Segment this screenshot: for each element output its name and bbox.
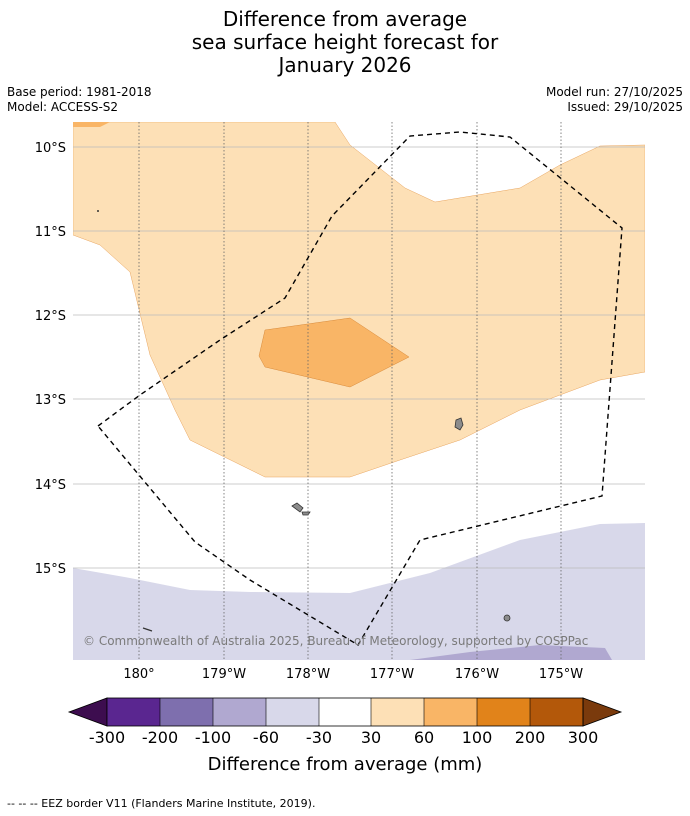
model-run: Model run: 27/10/2025	[545, 85, 683, 99]
colorbar-bin-7	[424, 698, 477, 726]
colorbar-bin-9	[530, 698, 583, 726]
latitude-labels: 10°S 11°S 12°S 13°S 14°S 15°S	[35, 141, 66, 577]
anomaly-region-60-100	[258, 317, 410, 388]
island-wallis	[291, 502, 304, 513]
lat-label-13s: 13°S	[35, 393, 66, 408]
island-dot	[97, 210, 99, 212]
lon-label-180: 180°	[123, 667, 154, 682]
lon-label-179w: 179°W	[202, 667, 246, 682]
lon-label-178w: 178°W	[286, 667, 330, 682]
anomaly-region-60-100-corner	[73, 122, 110, 127]
colorbar-bin-8	[477, 698, 530, 726]
base-period: Base period: 1981-2018	[7, 85, 152, 99]
eez-legend-note: -- -- -- EEZ border V11 (Flanders Marine…	[7, 797, 316, 810]
map-area: © Commonwealth of Australia 2025, Bureau…	[73, 122, 645, 660]
title-line-2: sea surface height forecast for	[191, 30, 499, 54]
colorbar-tick-100: 100	[462, 728, 493, 747]
colorbar-bin-2	[160, 698, 213, 726]
colorbar: -300 -200 -100 -60 -30 30 60 100 200 300…	[67, 697, 623, 775]
lon-label-177w: 177°W	[370, 667, 414, 682]
colorbar-tick-neg60: -60	[253, 728, 279, 747]
issued-date: Issued: 29/10/2025	[567, 100, 683, 114]
chart-title: Difference from average sea surface heig…	[0, 8, 690, 77]
lon-label-176w: 176°W	[455, 667, 499, 682]
model-name: Model: ACCESS-S2	[7, 100, 119, 114]
colorbar-tick-neg100: -100	[195, 728, 231, 747]
colorbar-bin-5	[319, 698, 371, 726]
colorbar-bin-3	[213, 698, 266, 726]
colorbar-bin-6	[371, 698, 424, 726]
colorbar-title: Difference from average (mm)	[208, 754, 483, 775]
title-line-1: Difference from average	[222, 7, 468, 31]
title-line-3: January 2026	[278, 53, 412, 77]
lat-label-14s: 14°S	[35, 478, 66, 493]
lat-label-11s: 11°S	[35, 225, 66, 240]
longitude-labels: 180° 179°W 178°W 177°W 176°W 175°W	[123, 667, 583, 682]
anomaly-region-neg-30-60	[73, 523, 645, 660]
colorbar-tick-neg300: -300	[89, 728, 125, 747]
colorbar-tick-60: 60	[414, 728, 434, 747]
colorbar-extend-high	[582, 697, 623, 727]
colorbar-tick-30: 30	[361, 728, 381, 747]
colorbar-bin-1	[107, 698, 160, 726]
longitude-gridlines	[138, 122, 562, 660]
lon-label-175w: 175°W	[539, 667, 583, 682]
colorbar-frame	[106, 697, 584, 727]
latitude-gridlines	[73, 146, 645, 569]
colorbar-tick-200: 200	[515, 728, 546, 747]
colorbar-tick-300: 300	[568, 728, 599, 747]
colorbar-extend-low	[67, 697, 108, 727]
island-tokelau	[454, 417, 464, 431]
lat-label-12s: 12°S	[35, 309, 66, 324]
island-small-west	[142, 627, 153, 632]
eez-border	[96, 131, 623, 646]
copyright-text: © Commonwealth of Australia 2025, Bureau…	[83, 634, 588, 648]
anomaly-region-30-60	[73, 122, 645, 478]
colorbar-bin-4	[266, 698, 319, 726]
island-small-east	[503, 614, 511, 622]
colorbar-dividers	[159, 698, 531, 726]
colorbar-tick-neg30: -30	[306, 728, 332, 747]
anomaly-region-neg-60-100	[410, 645, 612, 660]
meta-left: Base period: 1981-2018 Model: ACCESS-S2	[7, 85, 152, 115]
meta-right: Model run: 27/10/2025 Issued: 29/10/2025	[546, 85, 683, 115]
colorbar-tick-neg200: -200	[142, 728, 178, 747]
lat-label-15s: 15°S	[35, 562, 66, 577]
lat-label-10s: 10°S	[35, 141, 66, 156]
